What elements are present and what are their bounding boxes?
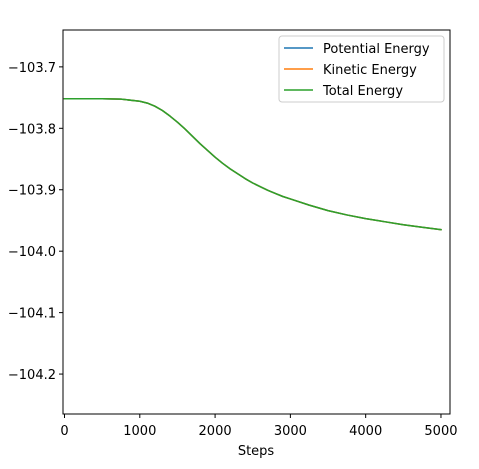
y-tick-label: −104.2 [8,368,56,383]
y-tick-label: −103.7 [8,61,56,76]
y-tick-label: −104.0 [8,245,56,260]
legend: Potential Energy Kinetic Energy Total Ener… [278,35,445,103]
legend-box [278,35,445,103]
x-tick-label: 3000 [274,424,307,439]
legend-label-2: Total Energy [322,84,403,99]
x-axis-ticks: 0 1000 2000 3000 4000 5000 [60,414,458,439]
series-layer [63,98,442,231]
legend-label-0: Potential Energy [323,42,430,57]
x-tick-label: 1000 [123,424,156,439]
x-tick-label: 2000 [199,424,232,439]
legend-label-1: Kinetic Energy [323,63,417,78]
y-tick-label: −103.8 [8,122,56,137]
x-tick-label: 4000 [349,424,382,439]
x-tick-label: 0 [60,424,68,439]
x-axis-label: Steps [238,444,275,459]
x-tick-label: 5000 [424,424,457,439]
y-tick-label: −103.9 [8,184,56,199]
series-line-2 [63,98,442,231]
y-axis-ticks: −103.7 −103.8 −103.9 −104.0 −104.1 −104.2 [8,61,63,383]
plot-frame [62,29,451,415]
y-tick-label: −104.1 [8,307,56,322]
